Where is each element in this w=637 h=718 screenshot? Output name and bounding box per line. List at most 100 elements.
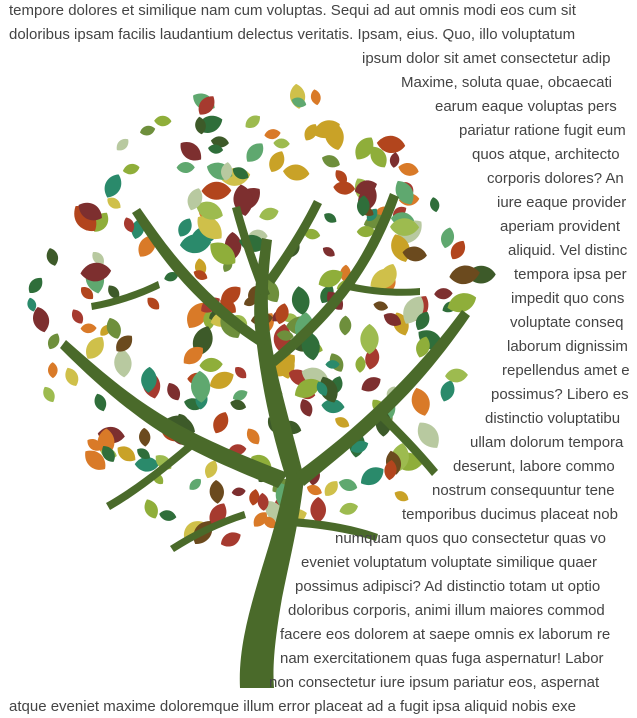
text-line: ipsum dolor sit amet consectetur adip (362, 50, 611, 67)
leaf-shape (430, 197, 440, 213)
tree-illustration (0, 48, 500, 688)
text-line: temporibus ducimus placeat nob (402, 506, 618, 523)
leaf-shape (122, 163, 140, 175)
leaf-shape (134, 457, 160, 472)
leaf-shape (450, 240, 466, 260)
leaf-shape (273, 138, 290, 149)
leaf-shape (197, 216, 222, 240)
leaf-shape (48, 362, 58, 379)
leaf-shape (27, 297, 37, 312)
leaf-shape (335, 170, 347, 184)
leaf-shape (139, 427, 151, 447)
leaf-shape (78, 202, 102, 221)
leaf-shape (310, 89, 321, 106)
text-line: nam exercitationem quas fuga aspernatur!… (280, 650, 604, 667)
text-line: earum eaque voluptas pers (435, 98, 617, 115)
leaf-shape (191, 370, 211, 403)
leaf-shape (264, 129, 281, 140)
leaf-shape (398, 163, 419, 176)
leaf-shape (300, 398, 313, 417)
leaf-shape (235, 367, 247, 379)
leaf-shape (354, 180, 377, 195)
leaf-shape (318, 269, 343, 288)
leaf-shape (449, 265, 480, 285)
leaf-shape (390, 218, 420, 236)
text-line: pariatur ratione fugit eum (459, 122, 626, 139)
leaf-shape (269, 151, 285, 172)
text-line: facere eos dolorem at saepe omnis ex lab… (280, 626, 611, 643)
leaf-shape (193, 270, 208, 280)
leaf-shape (48, 333, 60, 350)
leaf-shape (335, 417, 350, 428)
leaf-shape (440, 380, 455, 402)
text-line: possimus adipisci? Ad distinctio totam u… (295, 578, 601, 595)
leaf-shape (321, 155, 340, 168)
leaf-shape (259, 207, 279, 221)
leaf-shape (179, 234, 212, 254)
leaf-shape (338, 479, 358, 492)
leaf-shape (316, 381, 328, 396)
text-line: nostrum consequuntur tene (432, 482, 615, 499)
leaf-shape (282, 164, 310, 181)
leaf-shape (114, 348, 132, 378)
leaf-shape (46, 248, 59, 266)
leaf-shape (402, 246, 427, 262)
text-line: atque eveniet maxime doloremque illum er… (9, 698, 576, 715)
leaf-shape (189, 478, 201, 490)
leaf-shape (333, 181, 356, 195)
text-line: deserunt, labore commo (453, 458, 615, 475)
leaf-shape (108, 285, 120, 299)
leaf-shape (92, 252, 104, 265)
text-line: tempore dolores et similique nam cum vol… (9, 2, 576, 19)
leaf-shape (243, 296, 258, 307)
leaf-shape (209, 480, 224, 504)
leaf-shape (383, 313, 402, 326)
leaf-shape (253, 512, 267, 527)
leaf-shape (445, 368, 468, 383)
leaf-shape (205, 460, 218, 479)
leaf-shape (245, 115, 260, 128)
leaf-shape (221, 286, 241, 305)
text-line: iure eaque provider (497, 194, 627, 211)
leaf-shape (306, 484, 322, 496)
text-line: impedit quo cons (511, 290, 625, 307)
leaf-shape (180, 142, 202, 161)
leaf-shape (384, 460, 397, 481)
leaf-shape (417, 422, 439, 448)
tree-leaves (27, 83, 496, 547)
leaf-shape (395, 180, 414, 205)
tree-trunk (60, 193, 470, 688)
leaf-shape (246, 428, 260, 445)
leaf-shape (71, 309, 84, 324)
text-line: voluptate conseq (510, 314, 624, 331)
leaf-shape (415, 311, 430, 331)
leaf-shape (411, 387, 430, 416)
text-line: laborum dignissim (507, 338, 628, 355)
leaf-shape (187, 188, 203, 211)
leaf-shape (209, 371, 234, 389)
leaf-shape (350, 440, 369, 453)
leaf-shape (249, 489, 260, 506)
leaf-shape (257, 492, 269, 511)
leaf-shape (154, 115, 172, 127)
leaf-shape (324, 120, 344, 151)
leaf-shape (176, 162, 195, 173)
leaf-shape (447, 293, 477, 313)
text-line: tempora ipsa per (514, 266, 627, 283)
leaf-shape (221, 162, 233, 181)
leaf-shape (80, 286, 94, 300)
leaf-shape (324, 213, 337, 223)
text-line: repellendus amet e (502, 362, 630, 379)
leaf-shape (276, 330, 294, 341)
leaf-shape (94, 393, 107, 412)
leaf-shape (139, 125, 156, 136)
leaf-shape (164, 272, 179, 282)
leaf-shape (230, 399, 247, 410)
leaf-shape (356, 226, 376, 238)
leaf-shape (434, 288, 453, 300)
leaf-shape (33, 306, 50, 333)
leaf-shape (116, 335, 133, 352)
leaf-shape (167, 382, 181, 401)
text-line: numquam quos quo consectetur quas vo (335, 530, 607, 547)
